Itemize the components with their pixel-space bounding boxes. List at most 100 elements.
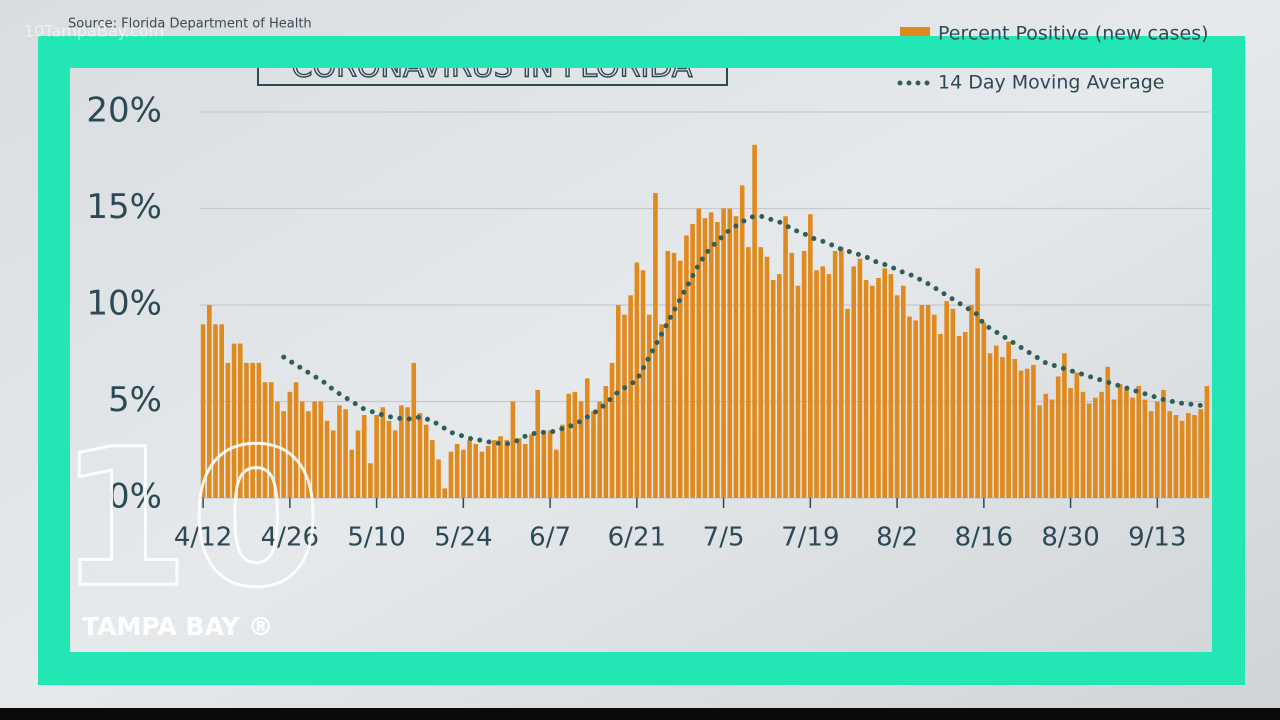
bar: [993, 345, 999, 498]
bar: [306, 411, 311, 498]
bar: [1031, 364, 1036, 498]
bar: [950, 308, 956, 498]
bar: [622, 314, 627, 498]
bar: [615, 305, 621, 498]
bar: [281, 411, 286, 498]
bar: [312, 401, 317, 498]
bar: [566, 393, 571, 498]
bar: [962, 332, 968, 498]
bar: [653, 193, 658, 498]
bar: [380, 407, 386, 498]
bar: [1086, 403, 1092, 498]
bar: [1006, 341, 1011, 498]
bar: [553, 449, 559, 498]
bar: [727, 208, 733, 498]
bar: [1204, 386, 1210, 498]
bar: [523, 443, 528, 498]
bar: [225, 362, 231, 498]
legend-swatch: [900, 27, 930, 36]
bar: [900, 285, 906, 498]
bar: [399, 405, 404, 498]
bar: [485, 445, 491, 498]
bar: [293, 382, 299, 498]
bar: [361, 415, 367, 498]
bar: [764, 256, 770, 498]
bar: [857, 258, 863, 498]
bar: [275, 401, 280, 498]
legend: Percent Positive (new cases) 14 Day Movi…: [897, 23, 1209, 94]
bar: [386, 420, 392, 498]
bar: [392, 430, 398, 498]
bar: [1062, 353, 1067, 498]
bar: [640, 270, 646, 498]
bar: [250, 362, 255, 498]
bar: [1043, 393, 1049, 498]
bar: [931, 314, 937, 498]
bar: [981, 322, 987, 498]
bar: [430, 440, 435, 498]
bar: [498, 436, 503, 498]
y-tick-label: 20%: [86, 91, 162, 131]
bar: [1124, 389, 1129, 498]
bar: [808, 214, 813, 499]
bar: [1037, 405, 1042, 498]
bar: [1074, 372, 1080, 498]
bar: [405, 407, 410, 498]
bar: [1000, 357, 1005, 498]
bar: [721, 208, 726, 498]
legend-label: 14 Day Moving Average: [938, 72, 1164, 94]
bar: [1179, 420, 1185, 498]
y-tick-label: 0%: [108, 477, 162, 517]
bar: [1024, 368, 1030, 498]
bar: [1080, 391, 1086, 498]
bar: [584, 378, 590, 498]
x-tick-label: 7/19: [781, 523, 839, 553]
bar: [777, 274, 782, 498]
bar: [330, 430, 336, 498]
bar: [789, 252, 795, 498]
bar: [231, 343, 237, 498]
logo-text: TAMPA BAY ®: [82, 612, 273, 641]
bar: [374, 415, 379, 498]
bar: [1161, 389, 1166, 498]
bar: [795, 285, 801, 498]
bar: [752, 144, 757, 498]
bar: [467, 440, 472, 498]
bar: [1142, 399, 1148, 498]
bar: [1173, 415, 1179, 498]
bar: [603, 386, 609, 498]
x-tick-label: 8/30: [1041, 523, 1099, 553]
bar: [646, 314, 652, 498]
bar: [219, 324, 224, 498]
bar: [671, 252, 677, 498]
x-tick-label: 7/5: [703, 523, 745, 553]
bar: [659, 324, 664, 498]
bar: [1198, 409, 1204, 498]
bar: [851, 266, 857, 498]
bar: [492, 440, 497, 498]
moving-average-line: [281, 213, 1210, 447]
bar: [1136, 386, 1142, 498]
bar: [337, 405, 342, 498]
watermark: 10TampaBay.com: [24, 22, 164, 41]
bar: [1192, 415, 1197, 498]
bar: [591, 411, 596, 498]
source: Source: Florida Department of Health: [68, 17, 312, 32]
bar: [442, 488, 448, 498]
bar: [628, 295, 633, 498]
bar: [913, 320, 918, 498]
bar: [677, 260, 683, 498]
bar: [969, 305, 974, 498]
bar: [436, 459, 441, 498]
bar: [783, 216, 788, 498]
bar: [1105, 366, 1111, 498]
bar: [925, 305, 931, 498]
bar: [504, 440, 510, 498]
bottom-strip: [0, 708, 1280, 720]
bar: [355, 430, 361, 498]
bar: [244, 362, 249, 498]
bar: [529, 434, 534, 498]
bar: [1012, 359, 1018, 498]
bar: [479, 451, 485, 498]
